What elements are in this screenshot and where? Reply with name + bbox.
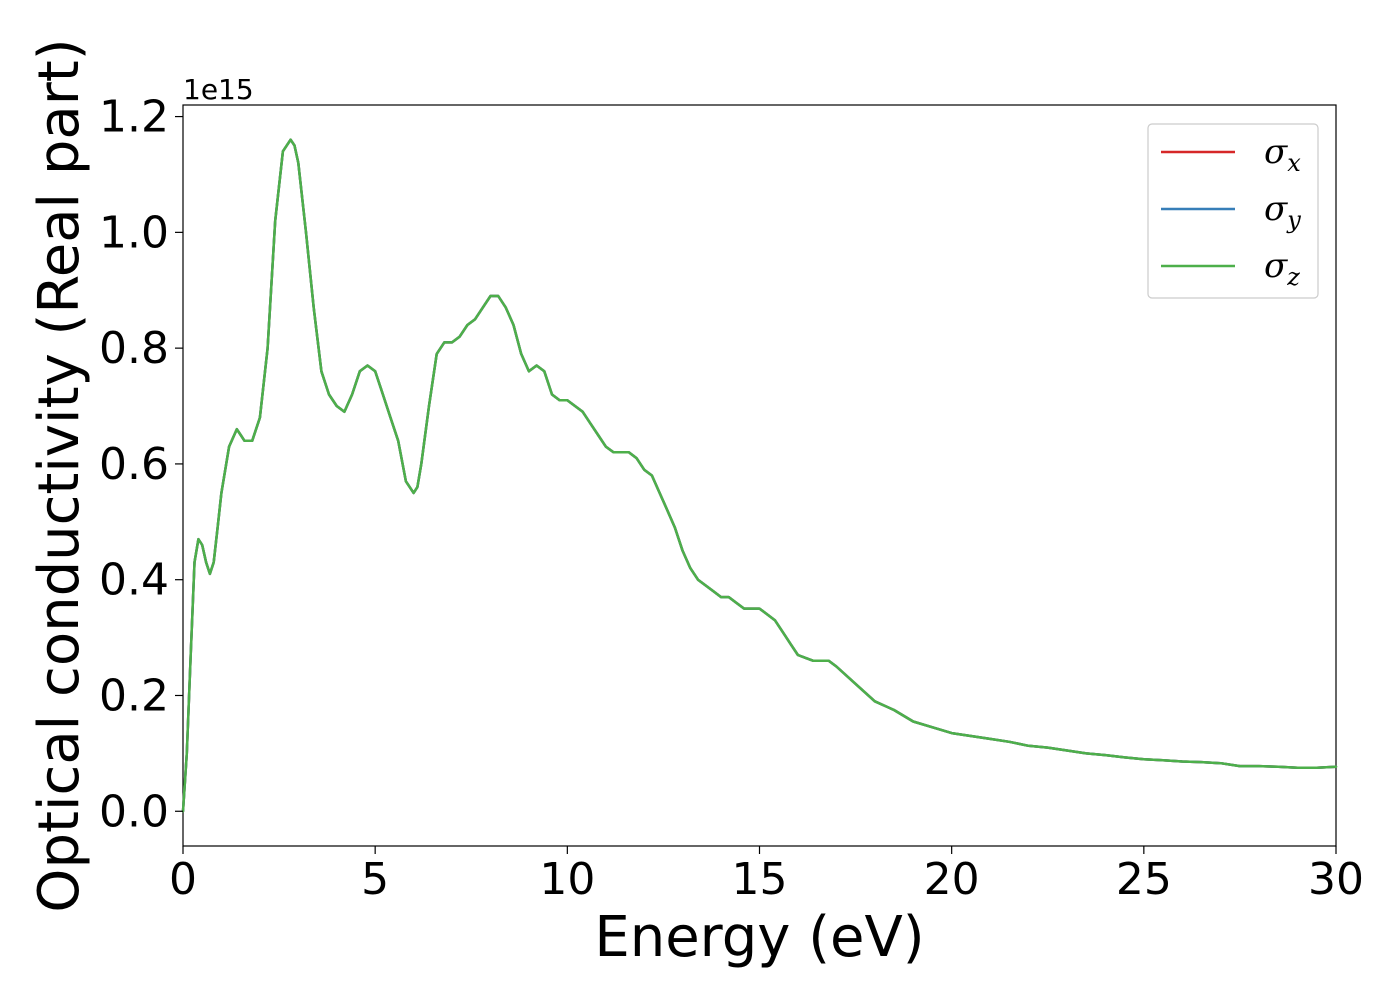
y-axis-ticks: 0.0 0.2 0.4 0.6 0.8 1.0 1.2 <box>99 92 183 837</box>
legend-label-y: σy <box>1264 189 1301 234</box>
series-lines <box>181 138 1338 813</box>
x-tick-label: 5 <box>361 854 389 905</box>
x-axis-ticks: 0 5 10 15 20 25 30 <box>169 846 1364 905</box>
x-tick-label: 15 <box>732 854 788 905</box>
legend-label-z: σz <box>1264 246 1300 291</box>
plot-area: 0 5 10 15 20 25 30 0.0 0.2 0.4 0.6 0.8 1.0 1.2 <box>99 92 1364 905</box>
y-tick-label: 0.2 <box>99 670 169 721</box>
x-tick-label: 30 <box>1308 854 1364 905</box>
legend-label-subscript: y <box>1286 206 1301 234</box>
y-tick-label: 0.4 <box>99 555 169 606</box>
legend-frame <box>1147 123 1319 299</box>
x-tick-label: 10 <box>539 854 595 905</box>
legend-label-symbol: σ <box>1264 246 1288 286</box>
legend-label-subscript: z <box>1286 263 1300 291</box>
legend-label-subscript: x <box>1287 149 1301 177</box>
legend-label-symbol: σ <box>1264 189 1288 229</box>
legend-label-x: σx <box>1264 132 1301 177</box>
x-tick-label: 20 <box>924 854 980 905</box>
x-tick-label: 0 <box>169 854 197 905</box>
y-axis-title: Optical conductivity (Real part) <box>27 38 92 912</box>
y-tick-label: 1.2 <box>99 92 169 143</box>
y-tick-label: 0.8 <box>99 323 169 374</box>
x-tick-label: 25 <box>1116 854 1172 905</box>
y-offset-label: 1e15 <box>183 73 254 106</box>
x-axis-title: Energy (eV) <box>594 905 924 970</box>
y-tick-label: 1.0 <box>99 207 169 258</box>
y-tick-label: 0.6 <box>99 439 169 490</box>
legend-label-symbol: σ <box>1264 132 1288 172</box>
series-line-z <box>181 138 1338 813</box>
y-tick-label: 0.0 <box>99 786 169 837</box>
